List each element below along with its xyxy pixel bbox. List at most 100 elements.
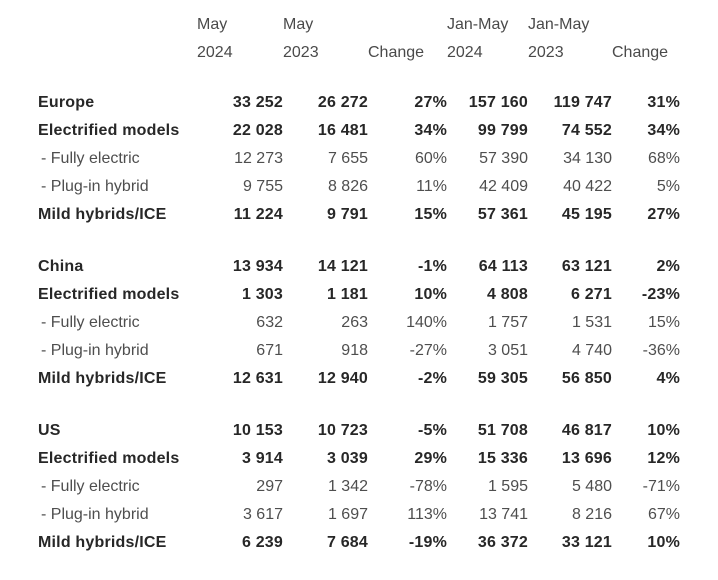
cell-change-jan-may: -71% [642,478,680,495]
cell-may-2024: 12 273 [234,150,283,167]
column-header-jan-may-2023-line1: Jan-May [528,16,590,33]
cell-jan-may-2024: 4 808 [486,286,528,303]
cell-may-2024: 297 [256,478,283,495]
row-label: - Plug-in hybrid [41,506,149,523]
cell-change-may: -5% [417,422,447,439]
header-spacer [38,67,680,89]
cell-may-2023: 7 655 [327,150,368,167]
cell-may-2023: 8 826 [327,178,368,195]
cell-may-2023: 26 272 [317,94,368,111]
cell-may-2023: 263 [341,314,368,331]
cell-jan-may-2023: 6 271 [570,286,612,303]
cell-change-jan-may: -23% [641,286,680,303]
column-header-may-2024-line2: 2024 [197,44,233,61]
column-header-change-jan-may: Change [612,11,680,67]
cell-may-2024: 6 239 [241,534,283,551]
cell-change-may: 29% [414,450,447,467]
header-row: May 2024 May 2023 Change Jan-May 2024 Jan-May 20… [38,11,680,67]
column-header-jan-may-2024: Jan-May 2024 [447,11,528,67]
sales-report-page: May 2024 May 2023 Change Jan-May 2024 Jan-May 20… [0,11,718,557]
cell-may-2023: 10 723 [317,422,368,439]
cell-change-may: -19% [408,534,447,551]
cell-change-jan-may: 10% [647,534,680,551]
row-label: - Fully electric [41,314,140,331]
cell-change-may: 140% [406,314,447,331]
cell-jan-may-2023: 46 817 [561,422,612,439]
cell-may-2024: 671 [256,342,283,359]
cell-change-may: 60% [414,150,447,167]
row-label: US [38,422,61,439]
cell-change-may: 34% [414,122,447,139]
cell-jan-may-2023: 13 696 [561,450,612,467]
cell-change-jan-may: 68% [647,150,680,167]
cell-jan-may-2023: 56 850 [561,370,612,387]
cell-jan-may-2023: 5 480 [571,478,612,495]
table-row-china-total: China 13 934 14 121 -1% 64 113 63 121 2% [38,253,680,281]
column-header-jan-may-2024-line2: 2024 [447,44,483,61]
table-row-us-mild-hybrids-ice: Mild hybrids/ICE 6 239 7 684 -19% 36 372 33 1… [38,529,680,557]
cell-may-2023: 16 481 [317,122,368,139]
row-label: China [38,258,84,275]
cell-may-2023: 3 039 [326,450,368,467]
row-label: - Fully electric [41,478,140,495]
cell-jan-may-2024: 1 757 [487,314,528,331]
cell-change-jan-may: 27% [647,206,680,223]
section-spacer [38,393,680,417]
cell-jan-may-2024: 36 372 [477,534,528,551]
column-header-change-jan-may-line1 [612,11,680,39]
cell-may-2024: 9 755 [242,178,283,195]
column-header-jan-may-2024-line1: Jan-May [447,16,509,33]
row-label: Europe [38,94,95,111]
cell-may-2023: 9 791 [326,206,368,223]
cell-jan-may-2023: 45 195 [561,206,612,223]
row-label: - Plug-in hybrid [41,342,149,359]
column-header-jan-may-2023: Jan-May 2023 [528,11,612,67]
table-row-us-plug-in-hybrid: - Plug-in hybrid 3 617 1 697 113% 13 741 8 21… [38,501,680,529]
cell-change-may: -1% [417,258,447,275]
cell-jan-may-2023: 8 216 [571,506,612,523]
cell-jan-may-2024: 42 409 [479,178,528,195]
cell-may-2024: 1 303 [241,286,283,303]
cell-change-may: 10% [414,286,447,303]
cell-change-may: -2% [417,370,447,387]
row-label: Electrified models [38,450,180,467]
cell-may-2024: 3 617 [242,506,283,523]
cell-jan-may-2023: 1 531 [571,314,612,331]
column-header-change-may-line2: Change [368,44,425,61]
cell-may-2023: 1 181 [326,286,368,303]
cell-jan-may-2023: 33 121 [561,534,612,551]
cell-may-2023: 14 121 [317,258,368,275]
cell-change-jan-may: 2% [656,258,680,275]
cell-may-2024: 22 028 [232,122,283,139]
cell-change-may: 113% [407,506,447,523]
cell-change-may: -78% [409,478,447,495]
column-header-label [38,11,197,67]
column-header-may-2023: May 2023 [283,11,368,67]
cell-change-jan-may: -36% [642,342,680,359]
column-header-may-2023-line2: 2023 [283,44,319,61]
cell-jan-may-2023: 34 130 [563,150,612,167]
cell-change-jan-may: 10% [647,422,680,439]
cell-jan-may-2023: 74 552 [561,122,612,139]
row-label: Mild hybrids/ICE [38,534,167,551]
table-row-china-fully-electric: - Fully electric 632 263 140% 1 757 1 531 15% [38,309,680,337]
table-row-us-fully-electric: - Fully electric 297 1 342 -78% 1 595 5 480 -7… [38,473,680,501]
cell-change-jan-may: 12% [647,450,680,467]
table-row-us-electrified: Electrified models 3 914 3 039 29% 15 336 13 … [38,445,680,473]
row-label: - Plug-in hybrid [41,178,149,195]
cell-jan-may-2023: 119 747 [553,94,612,111]
table-row-china-mild-hybrids-ice: Mild hybrids/ICE 12 631 12 940 -2% 59 305 56 … [38,365,680,393]
table-row-china-plug-in-hybrid: - Plug-in hybrid 671 918 -27% 3 051 4 740 -36% [38,337,680,365]
table-row-europe-fully-electric: - Fully electric 12 273 7 655 60% 57 390 34 1… [38,145,680,173]
row-label: Electrified models [38,122,180,139]
cell-jan-may-2024: 51 708 [477,422,528,439]
cell-jan-may-2023: 63 121 [561,258,612,275]
row-label: Mild hybrids/ICE [38,370,167,387]
cell-may-2023: 918 [341,342,368,359]
cell-may-2024: 13 934 [232,258,283,275]
cell-may-2024: 10 153 [232,422,283,439]
column-header-may-2024: May 2024 [197,11,283,67]
cell-change-jan-may: 15% [647,314,680,331]
cell-change-may: 11% [416,178,447,195]
cell-may-2023: 7 684 [326,534,368,551]
